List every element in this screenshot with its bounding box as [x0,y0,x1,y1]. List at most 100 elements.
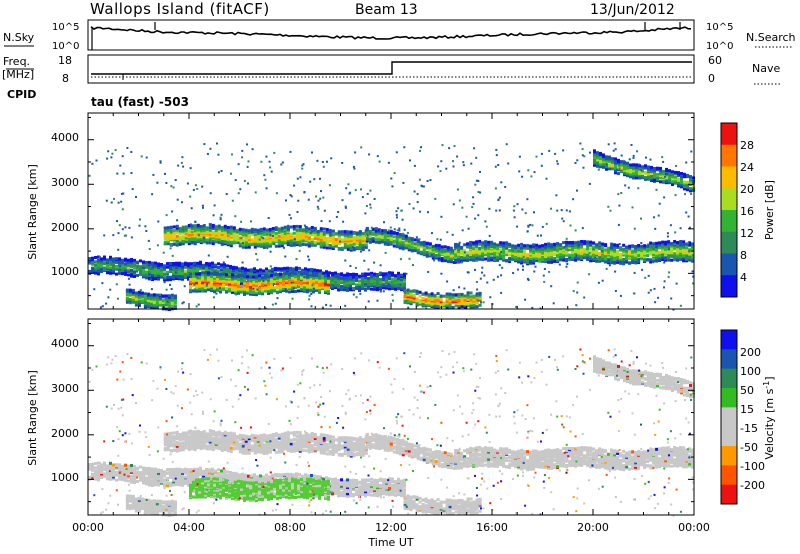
power-cell [201,288,204,292]
power-cell [544,244,548,248]
power-cell [634,247,638,251]
power-cell [589,247,593,251]
power-cell [517,249,521,253]
power-cell [327,278,330,282]
power-cell [342,220,345,223]
power-cell [568,241,572,244]
power-cell [196,266,199,270]
power-cell [658,258,662,262]
power-cell [349,284,352,288]
power-cell [231,281,234,284]
power-cell [217,240,221,244]
power-cell [608,155,611,159]
power-cell [184,261,187,265]
power-cell [204,271,207,275]
power-cell [164,294,168,298]
power-cell [213,272,216,276]
power-cell [445,300,449,304]
power-cell [367,276,370,280]
power-cell [225,277,228,281]
power-cell [312,285,315,289]
power-cell [377,241,381,244]
power-cell [170,293,174,297]
power-cell [134,291,138,295]
power-cell [364,287,367,291]
power-cell [631,259,635,263]
power-cell [457,294,461,298]
power-cell [427,296,431,300]
power-cell [261,286,264,290]
power-cell [131,294,135,298]
power-cell [175,234,179,238]
power-cell [274,244,278,248]
power-cell [526,257,530,261]
power-cell [446,231,449,234]
power-cell [349,238,353,242]
power-cell [478,246,482,250]
power-cell [487,249,491,253]
power-cell [175,261,178,265]
power-cell [208,265,211,269]
power-cell [166,236,170,240]
power-cell [181,235,185,239]
power-cell [180,161,183,164]
power-cell [463,249,467,253]
power-cell [670,246,674,250]
power-cell [475,292,479,296]
power-cell [670,297,673,300]
power-cell [291,287,294,291]
power-cell [424,294,428,298]
power-cell [262,233,266,237]
power-cell [637,254,641,257]
nave-tick-0: 0 [708,72,715,85]
power-cell [247,245,251,249]
power-cell [565,265,568,268]
power-cell [232,240,236,244]
power-cell [195,285,198,289]
power-cell [466,295,470,299]
power-cell [373,261,376,264]
power-cell [346,241,350,245]
power-cell [140,294,144,298]
power-cell [526,277,529,280]
power-cell [472,301,476,305]
power-cell [270,283,273,287]
power-cell [607,205,610,208]
power-cell [187,277,190,281]
power-cell [661,258,665,261]
power-cell [376,280,379,284]
power-cell [228,275,231,279]
power-cell [349,245,353,249]
power-cell [358,279,361,283]
power-cell [309,232,312,235]
power-cell [318,273,321,277]
power-cell [568,246,572,250]
power-cell [517,251,521,255]
power-cell [562,256,566,260]
power-cell [371,239,375,243]
power-cell [328,271,331,275]
power-cell [625,254,629,258]
power-cell [476,299,479,302]
power-cell [667,243,671,247]
power-cell [571,246,575,250]
power-cell [253,272,256,276]
power-cell [274,226,278,230]
power-cell [604,243,608,247]
power-cell [316,269,319,273]
power-cell [680,179,683,182]
power-cell [637,258,640,261]
power-cell [327,286,330,290]
power-cell [610,261,614,265]
power-cell [364,212,367,215]
power-cell [691,254,695,258]
power-cell [154,268,157,272]
power-cell [198,275,201,279]
power-cell [268,270,271,274]
power-cell [160,268,163,272]
power-cell [361,243,365,247]
power-cell [440,215,443,218]
power-cell [315,280,318,284]
power-cell [404,246,408,250]
power-cell [622,262,626,266]
